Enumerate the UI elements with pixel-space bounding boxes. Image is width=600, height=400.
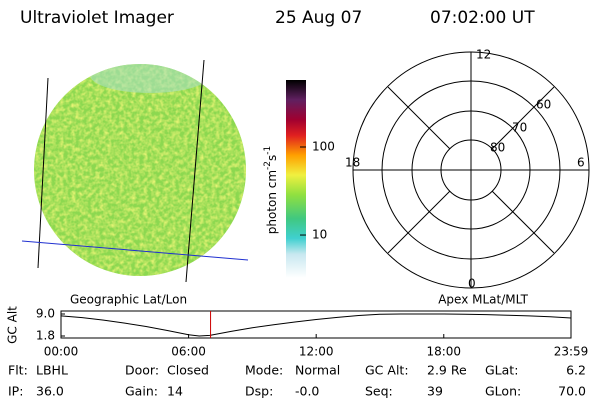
emission-texture — [34, 64, 246, 276]
info-value: Normal — [295, 363, 340, 378]
mlt-line — [387, 86, 451, 150]
colorbar: photon cm-2s-1 10 100 — [263, 80, 335, 278]
x-tick-label: 06:00 — [171, 345, 206, 359]
grid-meridian — [185, 59, 205, 283]
info-value: LBHL — [36, 363, 68, 378]
mlat-label: 80 — [490, 141, 505, 155]
info-value: 39 — [427, 384, 443, 399]
info-label: Mode: — [245, 363, 283, 378]
info-label: GLon: — [485, 384, 521, 399]
info-value: 14 — [167, 384, 183, 399]
mlt-label: 12 — [476, 48, 491, 62]
plot-subtitle: Geographic Lat/Lon — [70, 293, 187, 307]
mlat-label: 60 — [536, 98, 551, 112]
grid-meridian — [37, 77, 49, 269]
info-label: IP: — [8, 384, 23, 399]
grid-parallel — [21, 240, 249, 261]
date: 25 Aug 07 — [275, 8, 362, 28]
info-label: Seq: — [365, 384, 393, 399]
info-label: GLat: — [485, 363, 518, 378]
colorbar-scale — [286, 80, 306, 278]
info-value: 70.0 — [558, 384, 586, 399]
mlt-label: 6 — [577, 156, 585, 170]
info-label: Dsp: — [245, 384, 273, 399]
header: Ultraviolet Imager 25 Aug 07 07:02:00 UT — [20, 8, 535, 28]
limb-glow — [90, 64, 210, 93]
colorbar-label: photon cm-2s-1 — [263, 146, 279, 235]
info-label: Flt: — [8, 363, 28, 378]
y-tick-label: 9.0 — [36, 306, 55, 320]
mlt-line — [491, 190, 555, 254]
x-tick-label: 12:00 — [299, 345, 334, 359]
mlt-line — [491, 86, 555, 150]
info-value: 36.0 — [36, 384, 64, 399]
mlt-label: 0 — [468, 277, 476, 291]
image-panel — [21, 59, 249, 283]
altitude-plot: Geographic Lat/Lon Apex MLat/MLT GC Alt … — [6, 293, 589, 359]
info-value: 6.2 — [566, 363, 586, 378]
title: Ultraviolet Imager — [20, 8, 174, 28]
colorbar-tick-label: 10 — [312, 228, 327, 242]
time: 07:02:00 UT — [430, 8, 535, 28]
plot-subtitle: Apex MLat/MLT — [438, 293, 528, 307]
info-value: 2.9 Re — [427, 363, 467, 378]
info-value: Closed — [167, 363, 209, 378]
altitude-line — [60, 313, 572, 337]
info-label: Gain: — [125, 384, 158, 399]
y-tick-label: 1.8 — [36, 329, 55, 343]
polar-labels: 12 18 6 0 60 70 80 — [345, 48, 585, 291]
colorbar-tick-label: 100 — [312, 140, 335, 154]
polar-plot — [352, 51, 590, 289]
info-panel: Flt: LBHL Door: Closed Mode: Normal GC Alt: 2.9… — [8, 363, 586, 399]
mlt-label: 18 — [345, 156, 360, 170]
mlt-line — [387, 190, 451, 254]
mlat-label: 70 — [512, 121, 527, 135]
info-value: -0.0 — [295, 384, 319, 399]
x-tick-label: 18:00 — [426, 345, 461, 359]
y-axis-label: GC Alt — [6, 306, 20, 344]
x-tick-label: 00:00 — [44, 345, 79, 359]
info-label: Door: — [125, 363, 159, 378]
x-tick-label: 23:59 — [554, 345, 589, 359]
info-label: GC Alt: — [365, 363, 409, 378]
